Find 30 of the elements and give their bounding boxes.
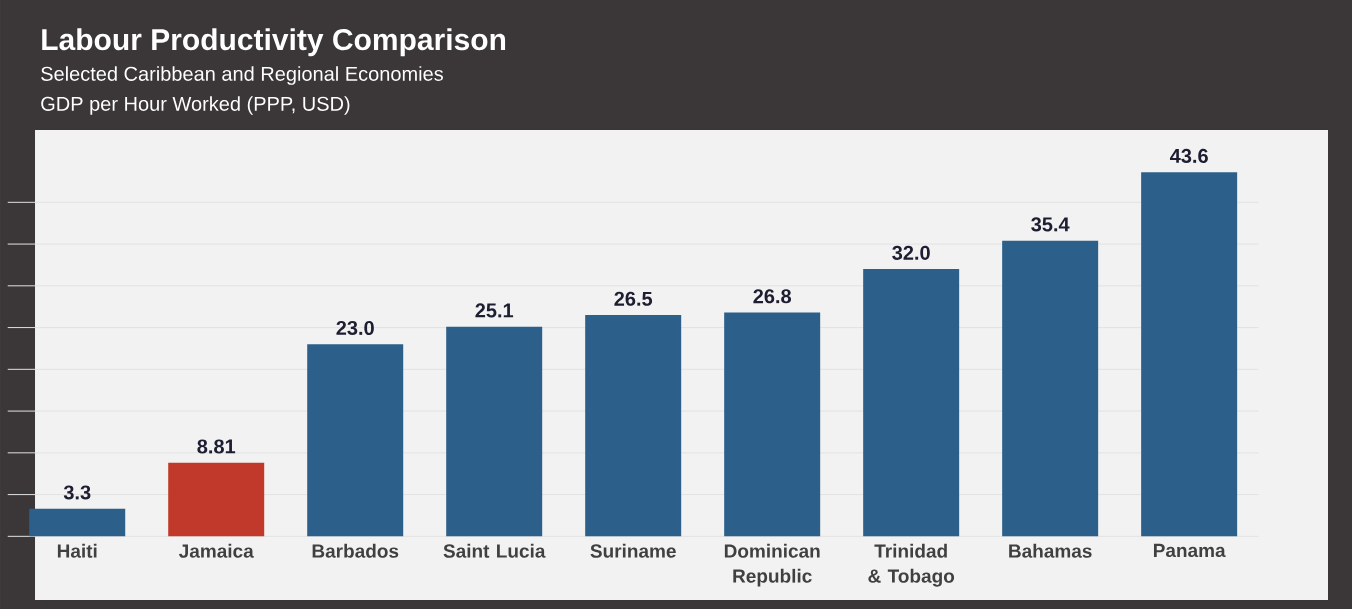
x-tick-label: Trinidad & Tobago <box>868 543 955 587</box>
bar <box>1141 172 1238 537</box>
x-tick-label: Suriname <box>590 543 676 558</box>
x-tick-label: Barbados <box>312 543 399 558</box>
x-tick-label: Bahamas <box>1009 543 1092 558</box>
bar <box>446 326 543 537</box>
x-tick-label: Jamaica <box>178 543 254 558</box>
bar <box>724 312 821 537</box>
x-tick-label: Saint Lucia <box>443 543 546 558</box>
data-label: 3.3 <box>63 485 91 500</box>
bar <box>168 462 265 537</box>
data-label: 32.0 <box>892 245 930 260</box>
bar <box>863 269 960 537</box>
x-tick-label: Panama <box>1153 543 1226 558</box>
data-label: 35.4 <box>1031 217 1070 232</box>
data-label: 25.1 <box>475 303 514 318</box>
data-label: 23.0 <box>336 320 374 336</box>
chart-title: Labour Productivity Comparison <box>42 28 506 57</box>
x-tick-label: Haiti <box>57 543 97 558</box>
x-tick-label: Dominican Republic <box>724 543 820 587</box>
data-label: 26.8 <box>753 289 792 304</box>
y-axis-title: GDP per Hour Worked (PPP, USD) <box>41 96 350 115</box>
bar <box>1002 240 1099 537</box>
bar <box>29 508 126 537</box>
data-label: 43.6 <box>1169 148 1208 164</box>
bar <box>307 344 404 537</box>
data-label: 26.5 <box>614 291 653 306</box>
bar <box>585 315 682 537</box>
chart-subtitle: Selected Caribbean and Regional Economies <box>41 66 443 85</box>
data-label: 8.81 <box>197 439 236 454</box>
